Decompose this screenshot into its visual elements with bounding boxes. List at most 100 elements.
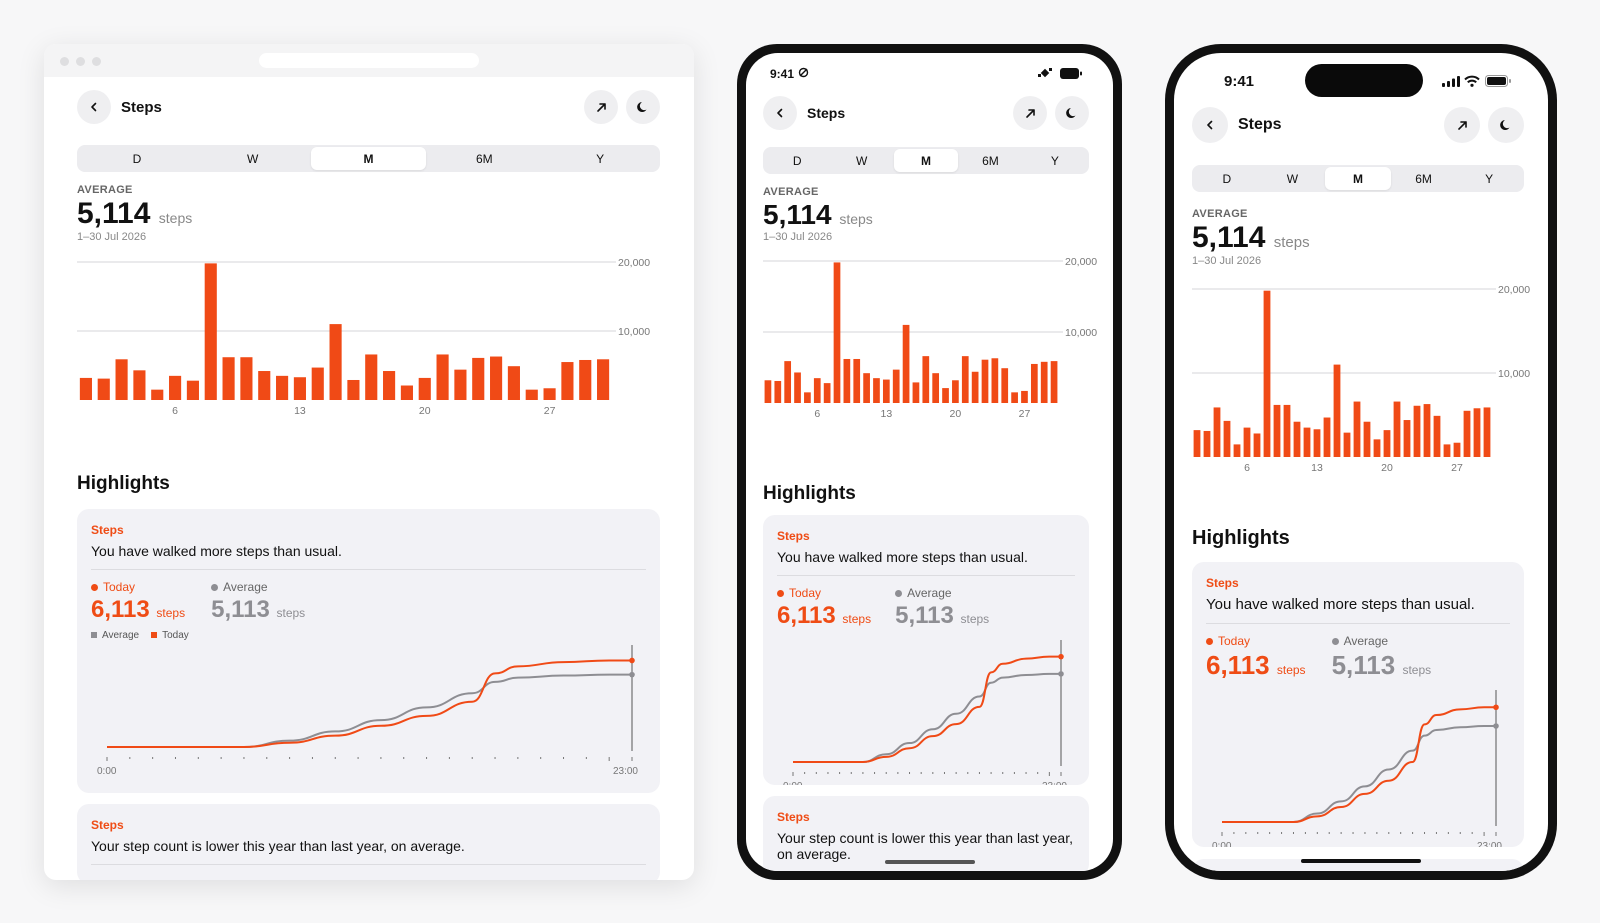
bar-day-12[interactable] (1303, 427, 1311, 457)
tab-6-months[interactable]: 6M (475, 151, 493, 166)
back-button[interactable] (1192, 107, 1228, 143)
bar-day-5[interactable] (151, 389, 164, 400)
bar-day-13[interactable] (293, 377, 306, 400)
tab-year[interactable]: Y (1485, 171, 1494, 186)
bar-day-19[interactable] (400, 385, 413, 400)
highlight-card-steps-today[interactable]: Steps You have walked more steps than us… (1192, 562, 1524, 847)
bar-day-20[interactable] (1383, 430, 1391, 457)
bar-day-16[interactable] (912, 382, 920, 403)
bar-day-28[interactable] (561, 362, 574, 400)
bar-day-9[interactable] (843, 358, 851, 403)
bar-day-10[interactable] (1283, 404, 1291, 457)
bar-day-21[interactable] (436, 354, 449, 400)
bar-day-5[interactable] (1233, 444, 1241, 457)
bar-day-23[interactable] (981, 359, 989, 403)
bar-day-24[interactable] (490, 356, 503, 400)
bar-day-18[interactable] (1363, 421, 1371, 457)
bar-day-18[interactable] (383, 371, 396, 400)
back-button[interactable] (763, 96, 797, 130)
bar-day-29[interactable] (1040, 361, 1048, 403)
bar-day-8[interactable] (204, 263, 217, 400)
tab-week[interactable]: W (1286, 171, 1299, 186)
bar-day-12[interactable] (873, 378, 880, 403)
bar-day-8[interactable] (833, 262, 841, 403)
bar-day-20[interactable] (952, 380, 959, 403)
bar-day-30[interactable] (1050, 361, 1058, 403)
bar-day-1[interactable] (79, 377, 92, 400)
tab-day[interactable]: D (1222, 171, 1232, 186)
bar-day-6[interactable] (169, 375, 182, 400)
tab-day[interactable]: D (132, 151, 142, 166)
bar-day-27[interactable] (1453, 442, 1461, 457)
steps-bar-chart[interactable]: 10,000 20,000 6 13 20 27 (1192, 284, 1530, 479)
bar-day-3[interactable] (1213, 407, 1221, 457)
bar-day-2[interactable] (97, 378, 110, 400)
highlight-card-steps-today[interactable]: Steps You have walked more steps than us… (763, 515, 1089, 785)
bar-day-26[interactable] (525, 389, 538, 400)
bar-day-3[interactable] (784, 361, 792, 403)
bar-day-14[interactable] (311, 367, 324, 400)
bar-day-13[interactable] (1313, 429, 1321, 457)
bar-day-7[interactable] (186, 380, 199, 400)
tab-year[interactable]: Y (1050, 153, 1059, 168)
bar-day-16[interactable] (347, 379, 360, 400)
bar-day-25[interactable] (1433, 415, 1441, 457)
bar-day-3[interactable] (115, 359, 128, 400)
theme-toggle-button[interactable] (626, 90, 660, 124)
window-zoom-dot[interactable] (92, 57, 101, 66)
bar-day-11[interactable] (1293, 421, 1301, 457)
highlight-card-yearly[interactable]: Steps Your step count is lower this year… (1192, 859, 1524, 871)
window-minimize-dot[interactable] (76, 57, 85, 66)
bar-day-23[interactable] (472, 357, 485, 400)
bar-day-10[interactable] (240, 357, 253, 400)
bar-day-5[interactable] (804, 392, 811, 403)
tab-6-months[interactable]: 6M (982, 153, 999, 168)
share-button[interactable] (1444, 107, 1480, 143)
cumulative-steps-line-chart[interactable]: 0:00 23:00 (91, 645, 646, 780)
tab-week[interactable]: W (855, 153, 868, 168)
bar-day-25[interactable] (1001, 368, 1009, 403)
bar-day-21[interactable] (961, 356, 969, 403)
tab-week[interactable]: W (247, 151, 259, 166)
steps-bar-chart[interactable]: 10,000 20,000 6 13 20 27 (77, 257, 660, 422)
share-button[interactable] (584, 90, 618, 124)
bar-day-4[interactable] (133, 370, 146, 400)
tab-month[interactable]: M (310, 147, 427, 170)
bar-day-7[interactable] (1253, 433, 1261, 457)
bar-day-1[interactable] (1193, 430, 1201, 457)
theme-toggle-button[interactable] (1055, 96, 1089, 130)
bar-day-29[interactable] (579, 359, 592, 400)
highlight-card-yearly[interactable]: Steps Your step count is lower this year… (77, 804, 660, 880)
tab-day[interactable]: D (792, 153, 802, 168)
tab-year[interactable]: Y (596, 151, 605, 166)
bar-day-2[interactable] (774, 380, 782, 403)
bar-day-16[interactable] (1343, 432, 1351, 457)
address-bar[interactable] (259, 53, 479, 68)
highlight-card-yearly[interactable]: Steps Your step count is lower this year… (763, 796, 1089, 871)
bar-day-17[interactable] (1353, 401, 1361, 457)
bar-day-17[interactable] (922, 356, 930, 403)
tab-month[interactable]: M (1325, 167, 1391, 190)
window-close-dot[interactable] (60, 57, 69, 66)
bar-day-13[interactable] (882, 379, 890, 403)
share-button[interactable] (1013, 96, 1047, 130)
cumulative-steps-line-chart[interactable]: 0:00 23:00 (1206, 690, 1510, 847)
bar-day-21[interactable] (1393, 401, 1401, 457)
bar-day-11[interactable] (863, 373, 870, 403)
bar-day-8[interactable] (1263, 290, 1271, 457)
bar-day-7[interactable] (823, 383, 831, 403)
bar-day-23[interactable] (1413, 405, 1421, 457)
bar-day-25[interactable] (507, 366, 520, 400)
bar-day-11[interactable] (258, 371, 271, 400)
bar-day-24[interactable] (991, 358, 999, 403)
bar-day-27[interactable] (1021, 390, 1028, 403)
bar-day-26[interactable] (1443, 444, 1451, 457)
bar-day-15[interactable] (902, 324, 910, 403)
bar-day-27[interactable] (543, 388, 556, 400)
bar-day-19[interactable] (1373, 439, 1381, 457)
back-button[interactable] (77, 90, 111, 124)
bar-day-1[interactable] (764, 380, 772, 403)
bar-day-28[interactable] (1030, 363, 1038, 403)
bar-day-6[interactable] (813, 378, 821, 403)
bar-day-9[interactable] (1273, 404, 1281, 457)
